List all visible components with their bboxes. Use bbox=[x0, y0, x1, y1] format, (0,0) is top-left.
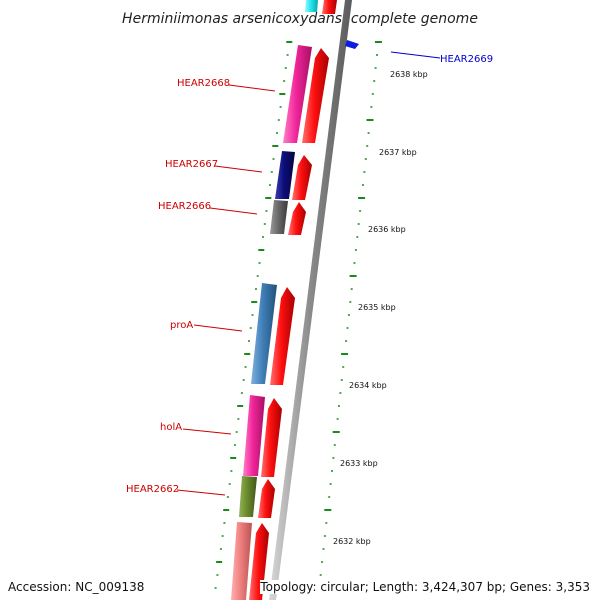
gene-arrow-top[interactable] bbox=[322, 0, 337, 14]
scale-label-2637: 2637 kbp bbox=[379, 148, 417, 157]
scale-label-2636: 2636 kbp bbox=[368, 225, 406, 234]
gene-arrow-proA[interactable] bbox=[270, 287, 295, 385]
leader-HEAR2668 bbox=[228, 84, 276, 92]
scale-ticks bbox=[315, 41, 382, 589]
gene-block-HEAR2662[interactable] bbox=[239, 476, 257, 517]
gene-label-proA: proA bbox=[170, 320, 193, 331]
gene-block-HEAR2668[interactable] bbox=[283, 45, 312, 143]
scale-label-2632: 2632 kbp bbox=[333, 537, 371, 546]
gene-label-HEAR2666: HEAR2666 bbox=[158, 201, 211, 212]
gene-arrow-HEAR2666[interactable] bbox=[288, 202, 306, 235]
gene-block-top[interactable] bbox=[305, 0, 318, 12]
map-title: Herminiimonas arsenicoxydans, complete g… bbox=[122, 11, 478, 27]
gene-label-HEAR2662: HEAR2662 bbox=[126, 484, 179, 495]
scale-label-2635: 2635 kbp bbox=[358, 303, 396, 312]
gene-label-HEAR2667: HEAR2667 bbox=[165, 159, 218, 170]
scale-label-2633: 2633 kbp bbox=[340, 459, 378, 468]
gene-block-HEAR2667[interactable] bbox=[275, 151, 295, 199]
scale-label-2634: 2634 kbp bbox=[349, 381, 387, 390]
gene-block-bottom[interactable] bbox=[231, 522, 252, 600]
leader-HEAR2667 bbox=[214, 165, 263, 173]
leader-holA bbox=[182, 428, 232, 435]
gene-block-proA[interactable] bbox=[251, 283, 277, 384]
accession-label: Accession: NC_009138 bbox=[8, 580, 145, 594]
scale-label-2638: 2638 kbp bbox=[390, 70, 428, 79]
gene-label-HEAR2668: HEAR2668 bbox=[177, 78, 230, 89]
leader-HEAR2669 bbox=[390, 51, 441, 59]
gene-arrow-holA[interactable] bbox=[261, 398, 282, 477]
leader-HEAR2662 bbox=[176, 489, 226, 496]
gene-arrow-HEAR2669[interactable] bbox=[345, 40, 359, 49]
gene-block-HEAR2666[interactable] bbox=[270, 200, 288, 234]
topology-label: Topology: circular; Length: 3,424,307 bp… bbox=[260, 580, 590, 594]
leader-HEAR2666 bbox=[209, 207, 258, 215]
leader-proA bbox=[193, 324, 243, 332]
gene-arrow-HEAR2667[interactable] bbox=[292, 155, 312, 200]
gene-arrow-HEAR2668[interactable] bbox=[302, 48, 329, 143]
gene-arrow-HEAR2662[interactable] bbox=[258, 479, 275, 518]
gene-label-holA: holA bbox=[160, 422, 182, 433]
genome-backbone bbox=[269, 0, 352, 600]
gene-block-holA[interactable] bbox=[243, 395, 265, 476]
gene-label-HEAR2669: HEAR2669 bbox=[440, 54, 493, 65]
gene-density-ticks bbox=[214, 41, 293, 589]
